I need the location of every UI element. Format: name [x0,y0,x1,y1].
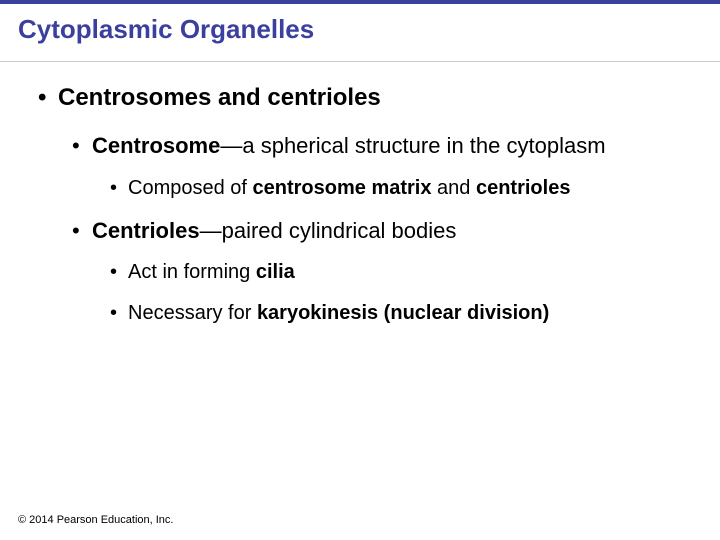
bullet-l1-main: Centrosomes and centrioles [34,84,686,112]
bullet-l3-composed: Composed of centrosome matrix and centri… [106,176,686,201]
term: Centrosome [92,133,220,158]
pre: Necessary for [128,302,257,324]
rest: —paired cylindrical bodies [200,218,457,243]
term: karyokinesis (nuclear division) [257,302,549,324]
slide-body: Centrosomes and centrioles Centrosome—a … [0,62,720,326]
term2: centrioles [476,177,570,199]
pre: Composed of [128,177,253,199]
text: Centrosomes and centrioles [58,84,381,111]
term: cilia [256,261,295,283]
term: Centrioles [92,218,200,243]
rest: —a spherical structure in the cytoplasm [220,133,605,158]
slide: Cytoplasmic Organelles Centrosomes and c… [0,0,720,540]
term1: centrosome matrix [253,177,432,199]
bullet-l3-karyokinesis: Necessary for karyokinesis (nuclear divi… [106,301,686,326]
pre: Act in forming [128,261,256,283]
copyright: © 2014 Pearson Education, Inc. [18,514,173,526]
bullet-l2-centrioles: Centrioles—paired cylindrical bodies [68,217,686,245]
bullet-l2-centrosome: Centrosome—a spherical structure in the … [68,132,686,160]
mid: and [431,177,475,199]
bullet-l3-cilia: Act in forming cilia [106,260,686,285]
slide-title: Cytoplasmic Organelles [0,4,720,62]
